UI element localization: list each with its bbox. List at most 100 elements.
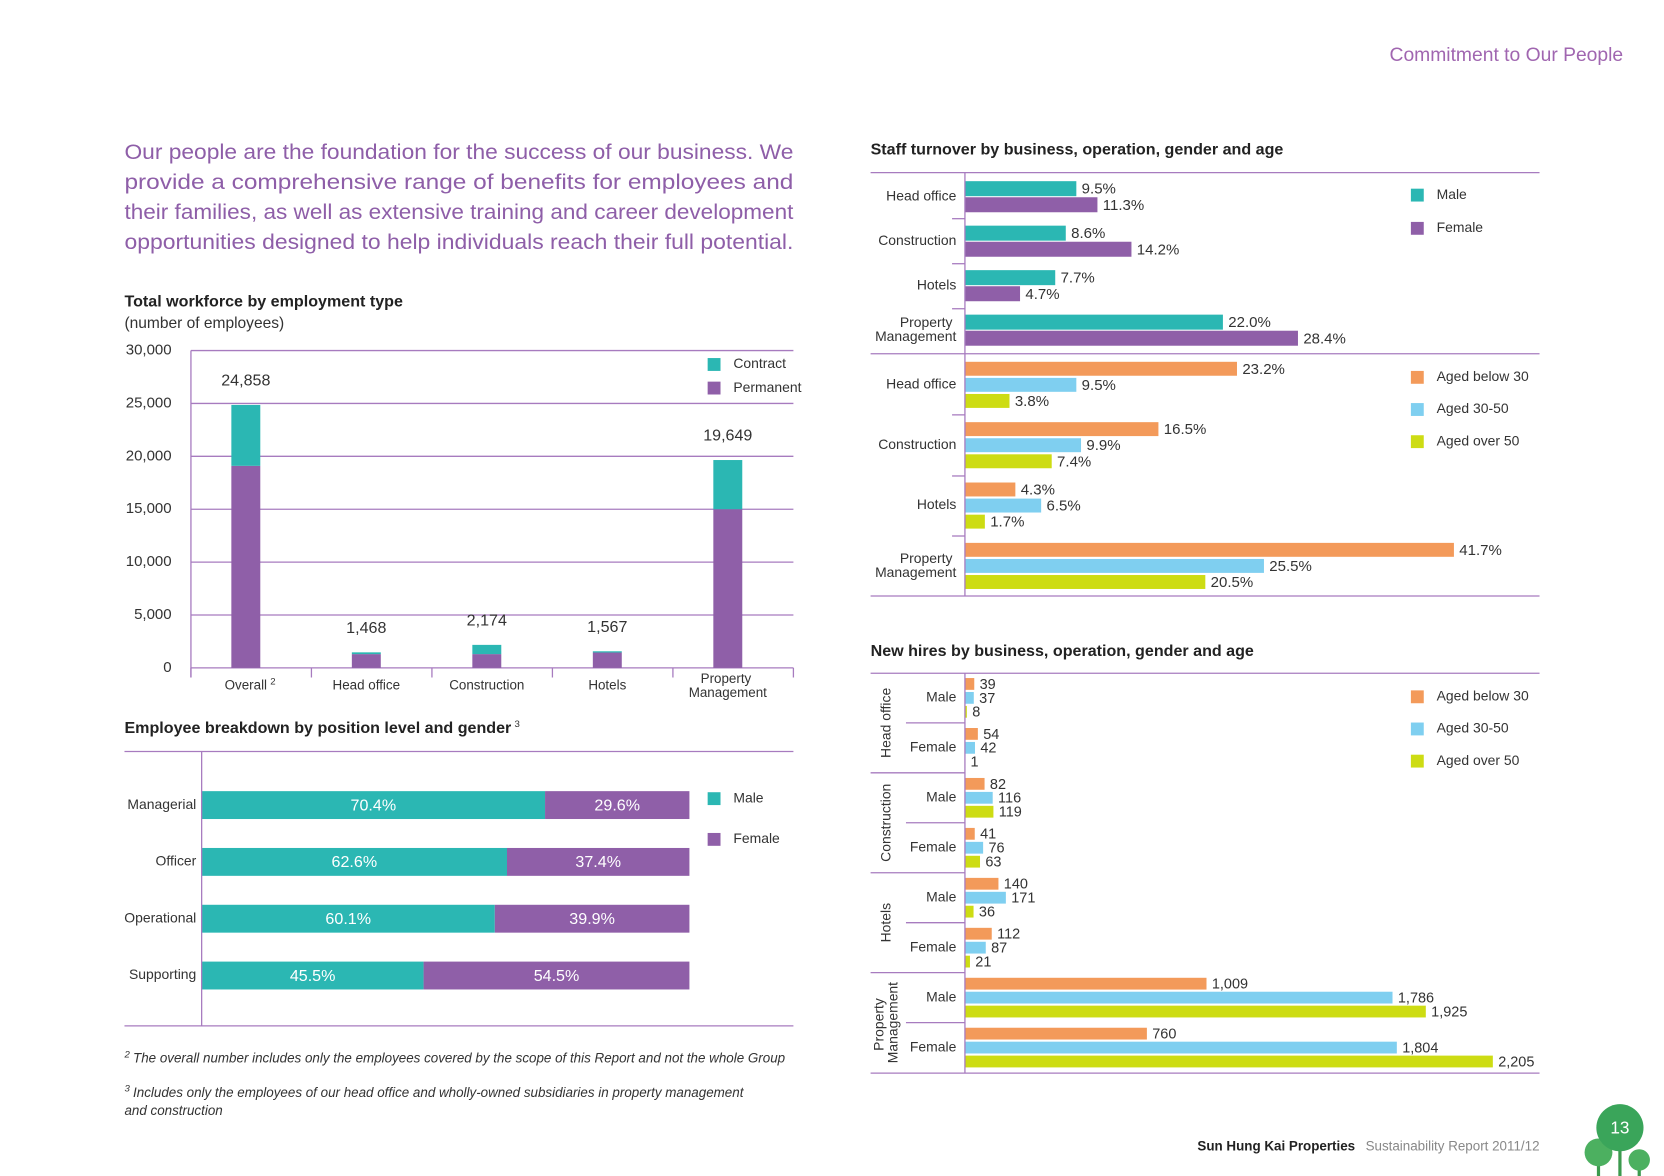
value-label: 21 — [975, 954, 991, 970]
y-tick-label: 15,000 — [126, 500, 172, 517]
bar — [964, 955, 970, 968]
legend-label: Aged below 30 — [1437, 687, 1529, 703]
value-label: 23.2% — [1242, 361, 1285, 378]
value-label: 1.7% — [990, 514, 1024, 531]
bar-segment — [423, 961, 690, 990]
value-label: 28.4% — [1303, 330, 1346, 347]
value-label: 4.3% — [1021, 482, 1055, 499]
y-tick-label: 20,000 — [126, 447, 172, 464]
value-label: 39 — [980, 677, 996, 693]
y-tick-label: Hotels — [917, 276, 957, 292]
bar — [964, 270, 1056, 286]
legend-swatch — [1410, 435, 1424, 449]
value-label: 54 — [983, 727, 999, 743]
bar-segment — [545, 791, 690, 820]
value-label: 9.5% — [1082, 181, 1116, 198]
y-tick-label: 10,000 — [126, 553, 172, 570]
legend-swatch — [707, 792, 721, 806]
y-tick-label: Construction — [878, 436, 956, 452]
value-label: 8 — [972, 705, 980, 721]
bar — [964, 905, 974, 918]
group-label: Hotels — [877, 903, 893, 943]
bar — [964, 977, 1207, 990]
bar — [964, 678, 975, 690]
value-label: 760 — [1152, 1027, 1176, 1043]
value-label: 7.4% — [1057, 453, 1091, 470]
legend-swatch — [1410, 221, 1424, 235]
y-tick-label: Head office — [886, 187, 956, 203]
value-label: 60.1% — [325, 910, 371, 928]
bar — [964, 1005, 1426, 1018]
bar — [964, 728, 978, 740]
value-label: 4.7% — [1025, 286, 1059, 303]
y-tick-label: Male — [926, 888, 956, 904]
value-label: 14.2% — [1137, 241, 1180, 258]
bar — [964, 330, 1298, 346]
y-tick-label: Property Management — [875, 314, 956, 344]
bar — [964, 791, 993, 804]
group-label: Property Management — [870, 982, 900, 1063]
footnote-mark: 2 — [123, 1049, 130, 1060]
legend-swatch — [1410, 722, 1424, 736]
bar — [964, 225, 1066, 241]
value-label: 1,786 — [1398, 991, 1434, 1007]
value-label: 70.4% — [351, 796, 397, 814]
value-label: 9.5% — [1082, 377, 1116, 394]
bar-segment — [472, 644, 502, 655]
bar — [964, 691, 974, 704]
value-label: 45.5% — [290, 967, 336, 985]
intro-line: provide a comprehensive range of benefit… — [124, 170, 793, 194]
page-number: 13 — [1610, 1117, 1629, 1137]
y-tick-label: Male — [926, 788, 956, 804]
bar-segment — [713, 509, 743, 668]
value-label: 76 — [988, 841, 1004, 857]
y-tick-label: 25,000 — [126, 394, 172, 411]
legend-label: Aged over 50 — [1437, 432, 1520, 448]
legend-swatch — [707, 832, 721, 846]
bar-segment — [201, 847, 507, 876]
bar — [964, 841, 984, 854]
bar — [964, 991, 1393, 1004]
y-tick-label: Head office — [886, 376, 956, 392]
footnote-mark: 3 — [124, 1084, 130, 1095]
value-label: 25.5% — [1269, 558, 1312, 575]
section-title: Commitment to Our People — [1390, 45, 1624, 66]
value-label: 6.5% — [1047, 498, 1081, 515]
footer-company: Sun Hung Kai Properties — [1197, 1139, 1355, 1154]
bar — [964, 454, 1052, 469]
legend-label: Aged 30-50 — [1437, 400, 1509, 416]
bar — [964, 855, 981, 868]
legend-label: Female — [733, 830, 780, 846]
bar-segment — [201, 904, 495, 933]
bar — [964, 877, 999, 890]
value-label: 20.5% — [1211, 574, 1254, 591]
bar — [964, 197, 1098, 213]
value-label: 1,925 — [1431, 1004, 1467, 1020]
bar — [964, 827, 975, 840]
value-label: 29.6% — [594, 796, 640, 814]
value-label: 16.5% — [1164, 421, 1207, 438]
value-label: 1,009 — [1212, 977, 1248, 993]
total-label: 24,858 — [221, 372, 270, 390]
value-label: 42 — [980, 741, 996, 757]
legend-swatch — [1410, 403, 1424, 416]
total-label: 1,567 — [587, 618, 627, 636]
value-label: 54.5% — [534, 967, 580, 985]
y-tick-label: 30,000 — [126, 342, 172, 359]
value-label: 41.7% — [1459, 542, 1502, 559]
bar — [964, 558, 1264, 573]
bar — [964, 575, 1206, 589]
legend-swatch — [1410, 370, 1424, 384]
x-tick-label: Hotels — [588, 678, 626, 693]
bar — [964, 438, 1082, 453]
value-label: 82 — [990, 777, 1006, 793]
value-label: 116 — [998, 791, 1021, 807]
bar-segment — [494, 904, 690, 933]
bar-segment — [351, 652, 381, 655]
y-tick-label: Operational — [124, 909, 196, 925]
bar-segment — [201, 961, 424, 990]
x-tick-label: Construction — [449, 678, 524, 693]
chart-title: Staff turnover by business, operation, g… — [871, 140, 1284, 158]
